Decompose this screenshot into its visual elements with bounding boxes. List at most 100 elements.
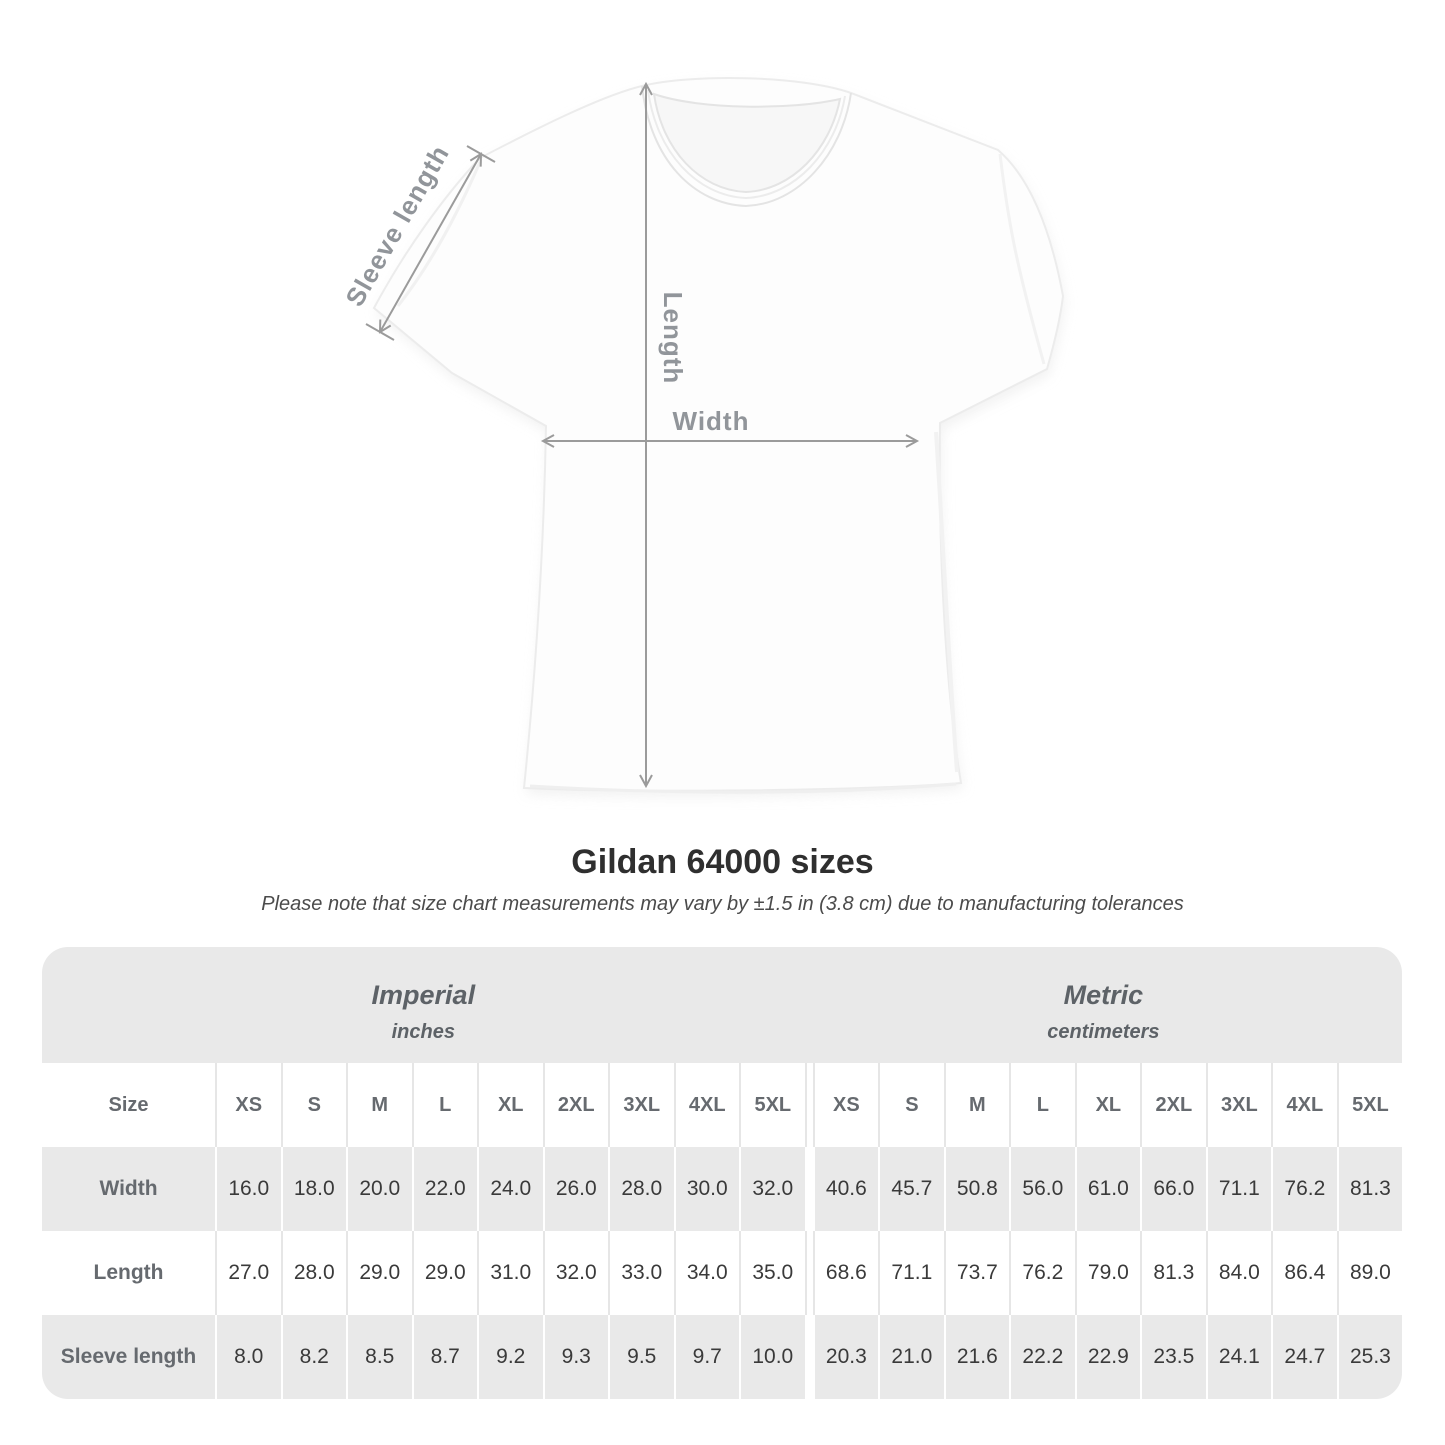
width-label: Width [673, 406, 750, 436]
value-cell-metric: 21.0 [878, 1315, 944, 1399]
size-chart-table: Imperial inches Metric centimeters Size … [42, 947, 1403, 1399]
tshirt-body [372, 77, 1065, 792]
value-cell-metric: 81.3 [1140, 1231, 1206, 1315]
metric-header: Metric centimeters [804, 947, 1403, 1063]
value-cell-imperial: 29.0 [346, 1231, 412, 1315]
value-cell-imperial: 10.0 [739, 1315, 805, 1399]
metric-unit: centimeters [1047, 1021, 1160, 1043]
value-cell-metric: 71.1 [878, 1231, 944, 1315]
unit-system-header-row: Imperial inches Metric centimeters [42, 947, 1403, 1063]
value-cell-imperial: 16.0 [215, 1147, 281, 1231]
size-header-metric: XL [1074, 1063, 1141, 1147]
size-header-row: Size XS S M L XL 2XL 3XL 4XL 5XL XS S M L XL 2XL 3XL 4XL… [42, 1063, 1403, 1147]
value-cell-metric: 21.6 [943, 1315, 1010, 1399]
value-cell-metric: 22.9 [1074, 1315, 1141, 1399]
value-cell-metric: 25.3 [1336, 1315, 1403, 1399]
tolerance-note: Please note that size chart measurements… [261, 893, 1184, 915]
size-header-imperial: 5XL [739, 1063, 805, 1147]
value-cell-imperial: 28.0 [280, 1231, 346, 1315]
width-dimension: Width [540, 406, 920, 448]
value-cell-imperial: 32.0 [739, 1147, 805, 1231]
size-column-header: Size [42, 1063, 215, 1147]
measurement-row-label: Width [42, 1147, 215, 1231]
value-cell-metric: 50.8 [943, 1147, 1010, 1231]
value-cell-metric: 66.0 [1140, 1147, 1206, 1231]
value-cell-imperial: 27.0 [215, 1231, 281, 1315]
value-cell-imperial: 24.0 [477, 1147, 543, 1231]
value-cell-metric: 89.0 [1336, 1231, 1403, 1315]
value-cell-imperial: 8.0 [215, 1315, 281, 1399]
value-cell-imperial: 33.0 [608, 1231, 674, 1315]
size-header-imperial: 3XL [608, 1063, 674, 1147]
value-cell-metric: 73.7 [943, 1231, 1010, 1315]
value-cell-metric: 71.1 [1205, 1147, 1272, 1231]
size-header-imperial: XS [215, 1063, 281, 1147]
section-gap [804, 1231, 813, 1315]
size-header-imperial: M [346, 1063, 412, 1147]
imperial-unit: inches [391, 1021, 455, 1043]
length-dimension: Length [639, 81, 688, 789]
value-cell-metric: 20.3 [812, 1315, 879, 1399]
section-gap [804, 1063, 813, 1147]
value-cell-imperial: 28.0 [608, 1147, 674, 1231]
size-header-imperial: 2XL [542, 1063, 608, 1147]
size-header-imperial: 4XL [673, 1063, 739, 1147]
value-cell-imperial: 9.2 [477, 1315, 543, 1399]
value-cell-imperial: 22.0 [411, 1147, 477, 1231]
value-cell-metric: 45.7 [878, 1147, 944, 1231]
tshirt-crease [529, 782, 957, 794]
size-header-imperial: L [411, 1063, 477, 1147]
section-gap [804, 1147, 813, 1231]
size-header-metric: M [943, 1063, 1010, 1147]
value-cell-imperial: 18.0 [280, 1147, 346, 1231]
tshirt-crease [998, 153, 1046, 365]
value-cell-metric: 24.1 [1205, 1315, 1272, 1399]
measurement-row-label: Sleeve length [42, 1315, 215, 1399]
tshirt-crease [396, 161, 482, 307]
size-header-metric: 3XL [1205, 1063, 1272, 1147]
value-cell-metric: 24.7 [1271, 1315, 1337, 1399]
measurement-row: Width 16.0 18.0 20.0 22.0 24.0 26.0 28.0 30.0 32.… [42, 1147, 1403, 1231]
measurement-row: Sleeve length 8.0 8.2 8.5 8.7 9.2 9.3 9.5 9.7 10.… [42, 1315, 1403, 1399]
page-title: Gildan 64000 sizes [571, 843, 874, 881]
value-cell-imperial: 9.3 [542, 1315, 608, 1399]
value-cell-imperial: 26.0 [542, 1147, 608, 1231]
value-cell-imperial: 20.0 [346, 1147, 412, 1231]
value-cell-imperial: 35.0 [739, 1231, 805, 1315]
value-cell-imperial: 8.2 [280, 1315, 346, 1399]
value-cell-metric: 81.3 [1336, 1147, 1403, 1231]
value-cell-metric: 56.0 [1009, 1147, 1075, 1231]
value-cell-metric: 23.5 [1140, 1315, 1206, 1399]
length-label: Length [658, 292, 688, 385]
tshirt-collar-opening [652, 92, 842, 194]
tshirt-crease [934, 431, 959, 773]
size-header-imperial: S [280, 1063, 346, 1147]
tshirt-collar-rib [647, 89, 846, 200]
value-cell-imperial: 8.7 [411, 1315, 477, 1399]
value-cell-metric: 76.2 [1009, 1231, 1075, 1315]
value-cell-metric: 22.2 [1009, 1315, 1075, 1399]
imperial-title: Imperial [371, 980, 476, 1010]
size-header-metric: XS [812, 1063, 879, 1147]
tshirt-measurement-diagram: Length Width Sleeve length [339, 77, 1065, 797]
value-cell-imperial: 9.7 [673, 1315, 739, 1399]
section-gap [804, 1315, 813, 1399]
value-cell-metric: 68.6 [812, 1231, 879, 1315]
size-header-metric: S [878, 1063, 944, 1147]
value-cell-metric: 79.0 [1074, 1231, 1141, 1315]
size-header-metric: 4XL [1271, 1063, 1337, 1147]
size-header-metric: 2XL [1140, 1063, 1206, 1147]
value-cell-metric: 40.6 [812, 1147, 879, 1231]
value-cell-metric: 84.0 [1205, 1231, 1272, 1315]
measurement-row-label: Length [42, 1231, 215, 1315]
value-cell-imperial: 34.0 [673, 1231, 739, 1315]
imperial-header: Imperial inches [42, 947, 805, 1063]
value-cell-imperial: 31.0 [477, 1231, 543, 1315]
value-cell-metric: 61.0 [1074, 1147, 1141, 1231]
measurement-row: Length 27.0 28.0 29.0 29.0 31.0 32.0 33.0 34.0 35… [42, 1231, 1403, 1315]
value-cell-metric: 76.2 [1271, 1147, 1337, 1231]
size-header-metric: 5XL [1336, 1063, 1403, 1147]
value-cell-metric: 86.4 [1271, 1231, 1337, 1315]
value-cell-imperial: 30.0 [673, 1147, 739, 1231]
